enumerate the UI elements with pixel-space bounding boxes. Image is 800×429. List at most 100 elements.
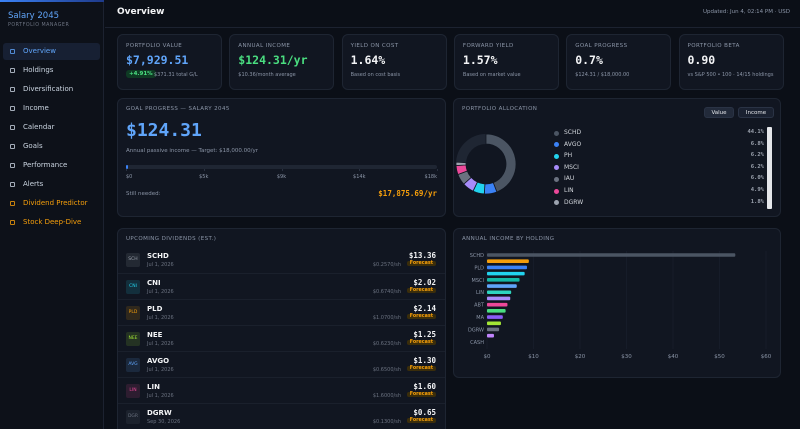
x-tick-label: $0 — [484, 354, 491, 360]
nav-icon — [10, 125, 15, 130]
nav-item[interactable]: Income — [3, 100, 100, 117]
status-badge: Forecast — [406, 314, 436, 319]
legend-label: SCHD — [564, 129, 582, 136]
ticker-logo: AVG — [126, 358, 140, 372]
y-tick-label: ABT — [474, 303, 485, 309]
legend-swatch — [554, 153, 559, 159]
needed-label: Still needed: — [126, 191, 161, 197]
nav-item[interactable]: Performance — [3, 157, 100, 174]
legend-value: 6.0% — [750, 175, 764, 182]
per-share: $0.1300/sh — [372, 419, 401, 425]
nav-icon — [10, 106, 15, 111]
kpi-value: 0.90 — [687, 53, 716, 67]
allocation-title: PORTFOLIO ALLOCATION — [462, 106, 538, 112]
toggle-button[interactable]: Value — [704, 107, 734, 118]
nav-label: Stock Deep-Dive — [23, 218, 82, 226]
nav-item[interactable]: Alerts — [3, 176, 100, 193]
nav-label: Diversification — [23, 85, 74, 93]
per-share: $0.6230/sh — [372, 341, 401, 347]
bar — [487, 309, 506, 313]
progress-tick — [437, 169, 438, 171]
bar — [487, 278, 520, 282]
nav-label: Income — [23, 104, 49, 112]
dividend-amount: $2.14 — [413, 304, 436, 313]
progress-track — [126, 165, 437, 169]
status-badge: Forecast — [406, 288, 436, 293]
nav-icon — [10, 182, 15, 187]
ticker: SCHD — [147, 252, 169, 260]
nav-icon — [10, 144, 15, 149]
nav-item[interactable]: Dividend Predictor — [3, 195, 100, 212]
ticker-logo: LIN — [126, 384, 140, 398]
progress-tick-label: $0 — [126, 174, 133, 180]
nav-item[interactable]: Holdings — [3, 62, 100, 79]
kpi-note: vs S&P 500 • 100 · 14/15 holdings — [687, 72, 774, 78]
app-subtitle: PORTFOLIO MANAGER — [8, 23, 70, 28]
nav-item[interactable]: Calendar — [3, 119, 100, 136]
bar — [487, 259, 529, 264]
progress-tick — [359, 169, 361, 171]
y-tick-label: MA — [476, 315, 484, 321]
dividend-amount: $1.25 — [413, 330, 436, 339]
status-badge: Forecast — [406, 340, 436, 345]
kpi-label: GOAL PROGRESS — [575, 43, 628, 49]
pay-date: Sep 30, 2026 — [147, 419, 181, 425]
nav-icon — [10, 87, 15, 92]
bar — [487, 271, 525, 276]
per-share: $1.0700/sh — [372, 315, 401, 321]
kpi-value: $124.31/yr — [238, 53, 308, 67]
kpi-card: ANNUAL INCOME $124.31/yr $10.36/month aver… — [229, 34, 335, 90]
progress-tick — [203, 169, 205, 171]
toggle-button[interactable]: Income — [738, 107, 774, 118]
x-tick-label: $20 — [575, 354, 586, 360]
nav-label: Alerts — [23, 180, 44, 188]
accent-line — [0, 0, 104, 2]
legend-label: PH — [564, 152, 573, 160]
nav-label: Dividend Predictor — [23, 199, 88, 207]
kpi-value: 1.57% — [462, 53, 498, 67]
ticker: AVGO — [147, 357, 170, 365]
nav-icon — [10, 68, 15, 73]
kpi-card: GOAL PROGRESS 0.7% $124.31 / $18,000.00 — [566, 34, 672, 90]
goal-value: $124.31 — [126, 120, 202, 141]
progress-tick-label: $5k — [199, 174, 209, 180]
ticker-logo: PLD — [126, 306, 140, 320]
nav-label: Calendar — [23, 123, 55, 131]
status-badge: Forecast — [406, 418, 436, 423]
bar — [487, 296, 511, 301]
dividend-amount: $13.36 — [408, 251, 436, 260]
status-badge: Forecast — [406, 366, 436, 371]
ticker: NEE — [147, 331, 163, 339]
pay-date: Jul 1, 2026 — [147, 341, 174, 347]
kpi-badge: +4.91% — [126, 70, 156, 78]
kpi-label: ANNUAL INCOME — [238, 43, 291, 49]
x-tick-label: $50 — [714, 354, 725, 360]
nav-item[interactable]: Goals — [3, 138, 100, 155]
legend-label: IAU — [564, 175, 575, 183]
kpi-value: $7,929.51 — [126, 53, 189, 67]
bar — [487, 302, 508, 307]
legend-value: 6.8% — [750, 140, 764, 147]
progress-tick-label: $14k — [353, 174, 366, 180]
donut-segment — [455, 161, 467, 166]
nav-item[interactable]: Stock Deep-Dive — [3, 214, 100, 231]
per-share: $0.2570/sh — [372, 262, 401, 268]
legend-value: 44.1% — [747, 129, 764, 135]
app-title: Salary 2045 — [8, 11, 60, 21]
ticker: DGRW — [147, 409, 172, 417]
kpi-label: PORTFOLIO BETA — [687, 43, 740, 49]
income-title: ANNUAL INCOME BY HOLDING — [462, 236, 555, 242]
legend-value: 1.8% — [750, 198, 764, 205]
nav-label: Overview — [23, 47, 56, 55]
nav-item[interactable]: Diversification — [3, 81, 100, 98]
kpi-note: $10.36/month average — [238, 72, 296, 78]
nav-label: Holdings — [23, 66, 54, 74]
y-tick-label: CASH — [470, 340, 484, 346]
legend-label: DGRW — [564, 198, 584, 206]
kpi-label: PORTFOLIO VALUE — [126, 43, 183, 49]
y-tick-label: PLD — [474, 265, 484, 271]
legend-swatch — [554, 130, 559, 136]
nav-item[interactable]: Overview — [3, 43, 100, 60]
income-bar-chart: $0 $10 $20 $30 $40 $50 $60 SCHD PLD MSCI LIN ABT MA D… — [468, 251, 772, 360]
